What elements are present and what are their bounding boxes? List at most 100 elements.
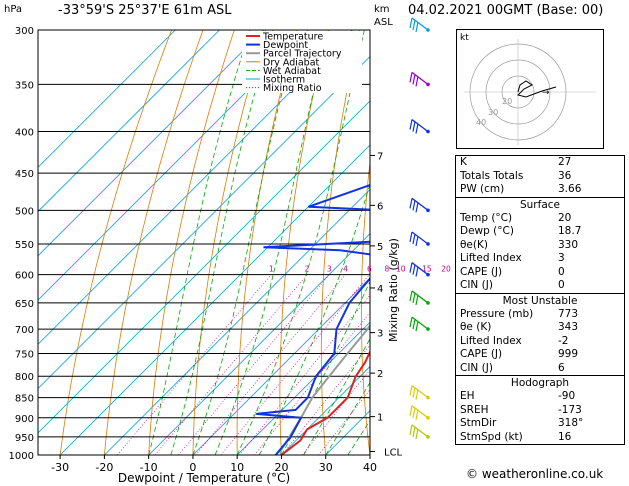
isotherm-line	[38, 30, 220, 213]
legend-entry: Parcel Trajectory	[263, 49, 342, 60]
wind-barb-flag	[409, 17, 413, 29]
wind-barb-flag	[412, 292, 416, 304]
pressure-tick-label: 750	[15, 349, 34, 360]
pressure-tick-label: 550	[15, 240, 34, 251]
surface-value: 0	[558, 279, 565, 291]
wind-barb-flag	[415, 76, 419, 87]
hodograph-index-label: SREH	[460, 403, 489, 416]
mixing-ratio-label: 8	[384, 265, 389, 274]
most-unstable-label: Pressure (mb)	[460, 307, 534, 320]
pressure-tick-label: 350	[15, 80, 34, 91]
legend-entry: Temperature	[262, 32, 323, 43]
legend-entry: Dry Adiabat	[263, 57, 320, 68]
surface-row: Dewp (°C) 18.7	[456, 225, 624, 239]
wind-barb-flag	[412, 318, 416, 330]
surface-label: Temp (°C)	[460, 211, 513, 224]
height-tick-label: 6	[377, 201, 383, 212]
pressure-tick-label: 850	[15, 394, 34, 405]
wind-barb-station	[426, 208, 430, 213]
wind-barb-flag	[409, 424, 413, 436]
mixing-ratio-line	[154, 274, 308, 455]
most-unstable-row: θe (K) 343	[456, 321, 624, 335]
most-unstable-label: CAPE (J)	[460, 348, 503, 360]
hodograph: kt 40 30 20 →	[456, 29, 604, 149]
pressure-tick-label: 950	[15, 433, 34, 444]
wind-barb-flag	[409, 198, 413, 209]
wet-adiabat-line	[170, 30, 274, 455]
wind-barb-station	[426, 395, 430, 400]
mixing-ratio-line	[318, 389, 370, 455]
surface-value: 18.7	[558, 225, 582, 237]
hodograph-index-label: StmDir	[460, 417, 497, 429]
isotherm-line	[38, 30, 176, 168]
legend-entry: Dewpoint	[263, 40, 308, 51]
surface-row: Temp (°C) 20	[456, 212, 624, 226]
wind-barb-station	[426, 28, 430, 32]
surface-row: θe(K) 330	[456, 239, 624, 253]
most-unstable-label: CIN (J)	[460, 361, 493, 374]
mixing-ratio-line	[195, 274, 346, 455]
most-unstable-label: Lifted Index	[460, 334, 522, 347]
hodograph-section: Hodograph EH -90 SREH -173 StmDir 318° StmSpd …	[456, 375, 624, 444]
most-unstable-section: Most Unstable Pressure (mb) 773 θe (K) 343 L…	[456, 292, 624, 376]
wind-barb-flag	[415, 202, 419, 213]
surface-label: CIN (J)	[460, 279, 493, 291]
isotherm-line	[104, 188, 370, 455]
mixing-ratio-label: 15	[422, 265, 432, 274]
hodograph-index-label: EH	[460, 390, 475, 402]
x-tick-label: 20	[274, 461, 288, 474]
surface-label: Dewp (°C)	[460, 225, 514, 237]
x-axis-label: Dewpoint / Temperature (°C)	[118, 471, 290, 485]
stability-indices-panel: K 27 Totals Totals 36 PW (cm) 3.66 Surface Te…	[455, 155, 625, 445]
index-value: 27	[558, 156, 572, 168]
surface-row: CAPE (J) 0	[456, 266, 624, 280]
index-row: K 27	[456, 156, 624, 170]
hodograph-title: Hodograph	[510, 377, 570, 389]
wind-barb-flag	[412, 264, 416, 275]
wind-barb-station	[426, 435, 430, 439]
x-tick-label: -10	[140, 461, 158, 474]
mixing-ratio-line	[302, 369, 370, 455]
wind-barb-flag	[415, 389, 419, 400]
wind-barb-flag	[409, 119, 413, 130]
surface-label: Lifted Index	[460, 252, 522, 264]
hodograph-index-value: 318°	[558, 417, 584, 429]
hodograph-index-row: EH -90	[456, 390, 624, 404]
mixing-ratio-label: 3	[327, 265, 332, 274]
hodograph-index-row: StmSpd (kt) 16	[456, 431, 624, 445]
isotherm-line	[192, 277, 370, 455]
wind-barb-station	[426, 327, 430, 331]
isotherm-line	[38, 100, 370, 434]
hodograph-ring-label: 30	[488, 108, 498, 117]
hodograph-index-label: StmSpd (kt)	[460, 430, 523, 443]
wind-barb-flag	[415, 294, 419, 306]
wind-barb-flag	[415, 428, 419, 440]
wind-barb-flag	[412, 233, 416, 245]
x-tick-label: 40	[363, 461, 377, 474]
mixing-ratio-label: 6	[367, 265, 372, 274]
datetime-header: 04.02.2021 00GMT (Base: 00)	[408, 3, 604, 18]
dewpoint-line	[256, 184, 370, 455]
pressure-tick-label: 450	[15, 169, 34, 180]
wind-barb-station	[426, 272, 430, 277]
height-tick-label: 7	[377, 151, 383, 162]
pressure-tick-label: 600	[15, 271, 34, 282]
most-unstable-value: 6	[558, 361, 565, 374]
wind-barb-flag	[409, 385, 413, 396]
wind-barb-station	[426, 301, 430, 305]
mixing-ratio-line	[178, 274, 330, 455]
surface-section: Surface Temp (°C) 20 Dewp (°C) 18.7 θe(K) 330…	[456, 196, 624, 293]
surface-title: Surface	[519, 198, 560, 211]
hodograph-ring-label: 40	[476, 118, 486, 127]
index-label: PW (cm)	[460, 183, 505, 195]
temperature-line	[280, 349, 370, 455]
plot-frame	[37, 29, 371, 456]
wind-barb-station	[426, 242, 430, 246]
pressure-tick-label: 900	[15, 414, 34, 425]
legend-entry: Mixing Ratio	[263, 83, 322, 94]
isotherm-line	[38, 30, 309, 301]
dry-adiabat-line	[59, 30, 172, 455]
pressure-tick-label: 300	[15, 26, 34, 37]
height-tick-label: 2	[377, 369, 383, 380]
